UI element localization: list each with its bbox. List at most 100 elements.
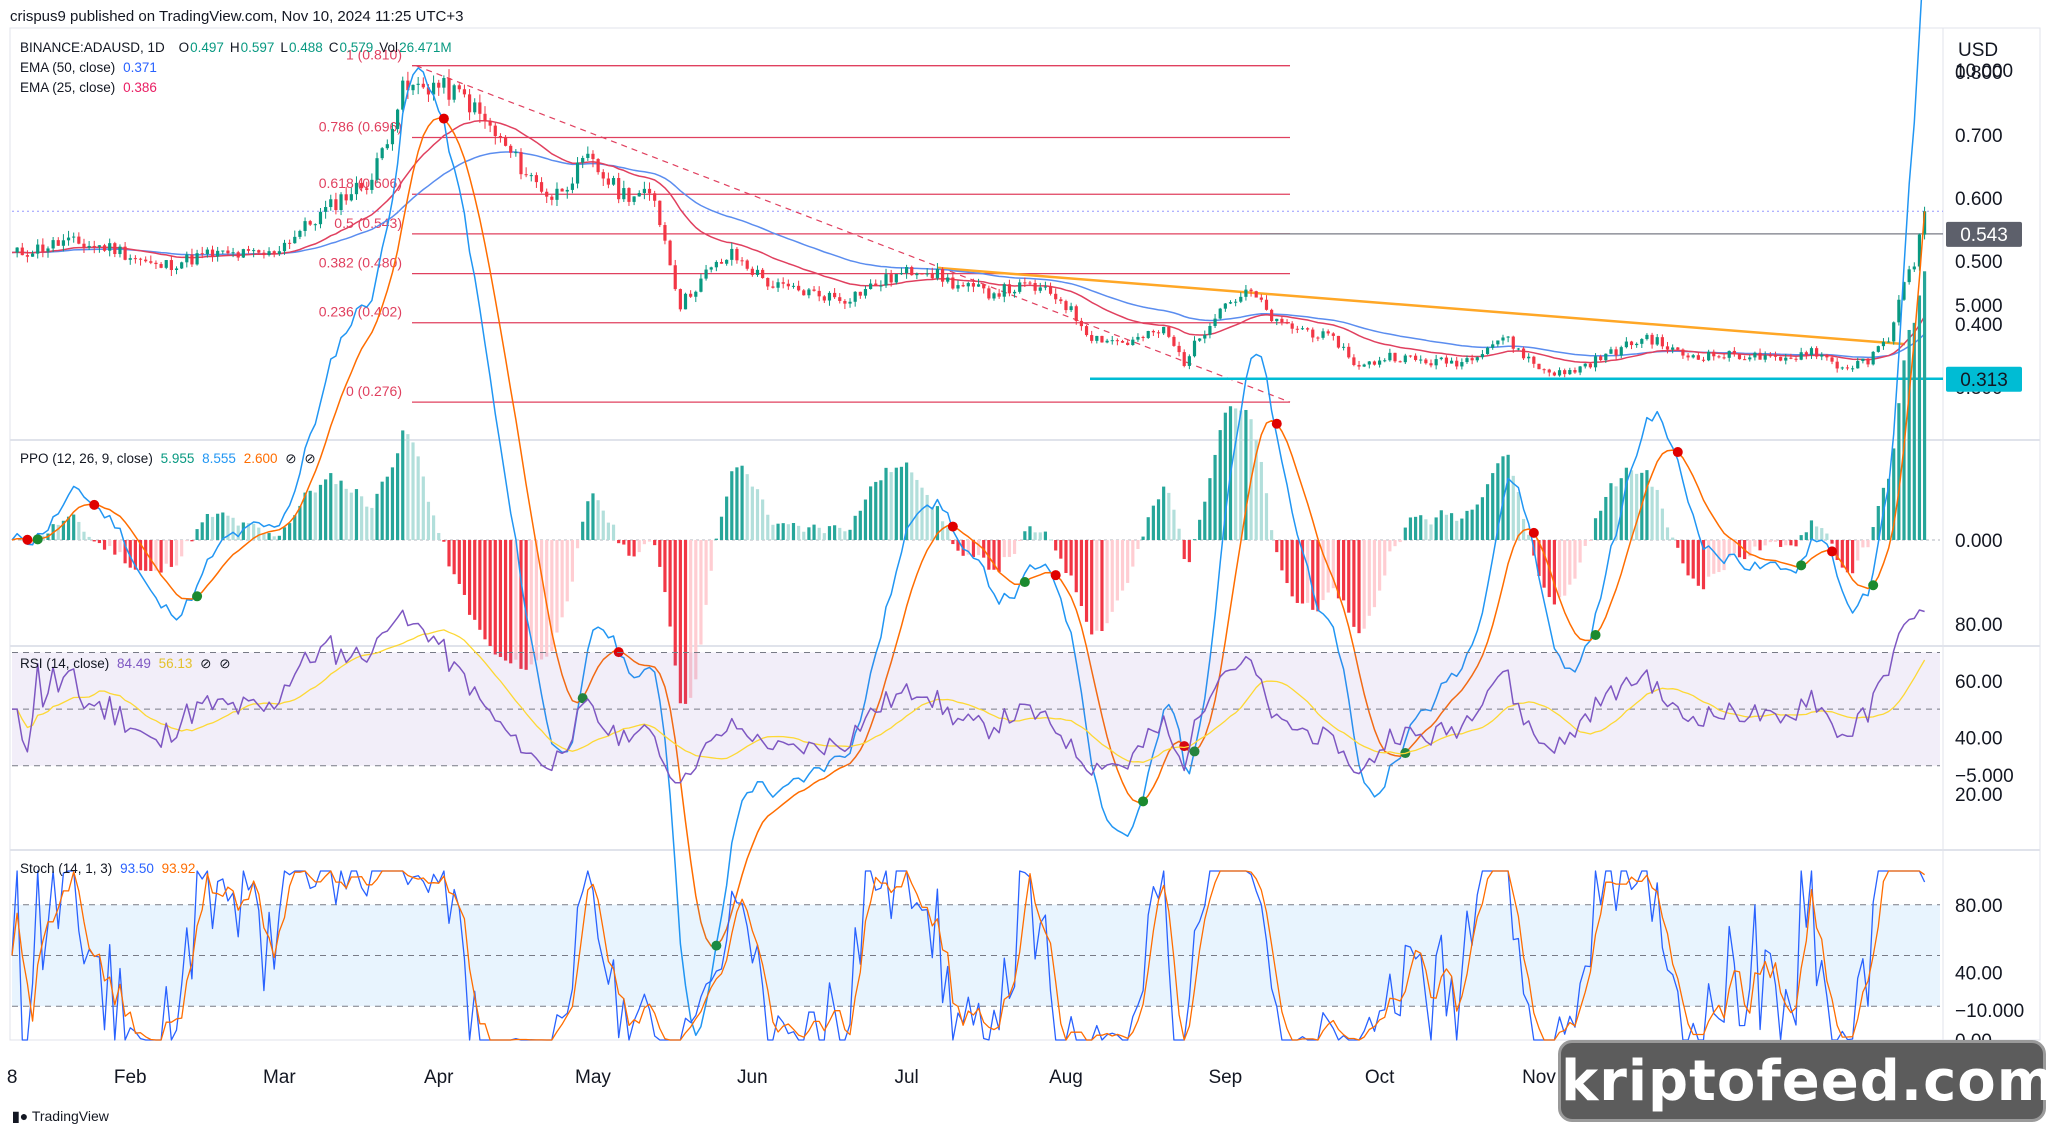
ppo-histogram-bar xyxy=(1054,540,1058,551)
ppo-histogram-bar xyxy=(318,484,323,540)
candle-body xyxy=(771,286,775,288)
candle-body xyxy=(349,194,353,201)
ppo-histogram-bar xyxy=(1609,483,1613,540)
ppo-histogram-bar xyxy=(1773,540,1778,542)
candle-body xyxy=(1115,340,1119,342)
candle-body xyxy=(1110,340,1114,342)
candle-body xyxy=(1126,342,1130,345)
candle-body xyxy=(1444,357,1449,364)
ppo-histogram-bar xyxy=(627,540,631,556)
candle-body xyxy=(56,240,60,246)
ppo-histogram-bar xyxy=(421,476,425,540)
candle-body xyxy=(1547,369,1551,373)
ppo-histogram-bar xyxy=(1480,497,1485,540)
candle-body xyxy=(791,285,796,287)
ppo-histogram-bar xyxy=(863,499,868,540)
candle-body xyxy=(1311,329,1315,338)
candle-body xyxy=(1388,352,1392,361)
ppo-histogram-bar xyxy=(1779,540,1783,547)
candle-body xyxy=(1609,349,1613,354)
ppo-histogram-bar xyxy=(488,540,492,647)
ppo-histogram-bar xyxy=(365,506,369,540)
candle-body xyxy=(1162,326,1166,334)
ppo-cross-down-dot xyxy=(22,534,33,545)
candle-body xyxy=(848,301,852,304)
eye-icon[interactable]: ⊘ xyxy=(304,451,316,466)
candle-body xyxy=(899,273,904,275)
ppo-histogram-bar xyxy=(1012,540,1017,554)
ppo-histogram-bar xyxy=(1290,540,1294,597)
candle-body xyxy=(282,242,287,252)
candle-body xyxy=(1768,355,1772,357)
ppo-histogram-bar xyxy=(1573,540,1577,579)
candle-body xyxy=(1635,343,1639,346)
ppo-histogram-bar xyxy=(709,540,713,571)
ppo-histogram-bar xyxy=(987,540,991,570)
ppo-histogram-bar xyxy=(524,540,528,670)
ema50-line xyxy=(11,151,1926,359)
candle-body xyxy=(390,128,395,145)
eye-icon[interactable]: ⊘ xyxy=(219,656,231,671)
ppo-histogram-bar xyxy=(1156,499,1161,540)
ppo-histogram-bar xyxy=(128,540,132,568)
fib-level-label: 0.786 (0.696) xyxy=(319,119,402,135)
candle-body xyxy=(1208,325,1212,335)
ppo-histogram-bar xyxy=(838,527,842,540)
ppo-histogram-bar xyxy=(1131,540,1135,567)
candle-body xyxy=(1290,323,1294,329)
ppo-histogram-bar xyxy=(997,540,1001,572)
candle-body xyxy=(1563,370,1567,375)
candle-body xyxy=(1023,282,1027,284)
candle-body xyxy=(539,182,544,192)
rsi-ma-line xyxy=(12,629,1926,763)
eye-icon[interactable]: ⊘ xyxy=(200,656,212,671)
legend-ema25-label: EMA (25, close) xyxy=(20,80,116,95)
candle-body xyxy=(1357,364,1361,367)
candle-body xyxy=(1403,355,1407,363)
candle-body xyxy=(822,296,826,301)
stoch-d-line xyxy=(11,870,1925,1041)
ppo-histogram-bar xyxy=(611,524,616,540)
candle-body xyxy=(92,245,96,247)
candle-body xyxy=(699,278,703,292)
ppo-histogram-bar xyxy=(1732,540,1736,554)
candle-body xyxy=(1773,355,1778,357)
ppo-histogram-bar xyxy=(858,510,862,540)
candle-body xyxy=(1002,284,1006,297)
candle-body xyxy=(1033,283,1037,291)
ema25-line xyxy=(11,119,1926,364)
candle-body xyxy=(437,82,441,88)
ppo-histogram-bar xyxy=(555,540,559,633)
candle-body xyxy=(462,89,467,95)
ppo-cross-up-dot xyxy=(1796,560,1807,571)
ppo-histogram-bar xyxy=(370,507,374,540)
ppo-histogram-bar xyxy=(1434,517,1438,540)
candle-body xyxy=(529,175,533,177)
candle-body xyxy=(1239,296,1243,302)
eye-icon[interactable]: ⊘ xyxy=(285,451,297,466)
candle-body xyxy=(930,273,934,279)
candle-body xyxy=(1367,361,1371,365)
ppo-histogram-bar xyxy=(390,467,395,540)
candle-body xyxy=(503,137,508,146)
candle-body xyxy=(61,240,66,246)
candle-body xyxy=(838,297,842,301)
ppo-histogram-bar xyxy=(1748,540,1752,557)
ppo-histogram-bar xyxy=(514,540,518,660)
candle-body xyxy=(1264,299,1269,310)
candle-body xyxy=(596,159,600,173)
candle-body xyxy=(154,262,158,265)
watermark-text: kriptofeed.com xyxy=(1561,1049,2048,1114)
candle-body xyxy=(1007,284,1012,294)
ppo-histogram-bar xyxy=(72,514,76,540)
ppo-histogram-bar xyxy=(1629,470,1634,540)
candle-body xyxy=(1784,357,1788,361)
candle-body xyxy=(231,252,235,254)
ppo-histogram-bar xyxy=(1347,540,1351,613)
ppo-histogram-bar xyxy=(843,531,847,540)
candle-body xyxy=(1537,363,1541,370)
ppo-histogram-bar xyxy=(1866,540,1870,548)
ppo-histogram-bar xyxy=(1491,473,1495,540)
price-axis-tick: 0.400 xyxy=(1955,315,2003,336)
